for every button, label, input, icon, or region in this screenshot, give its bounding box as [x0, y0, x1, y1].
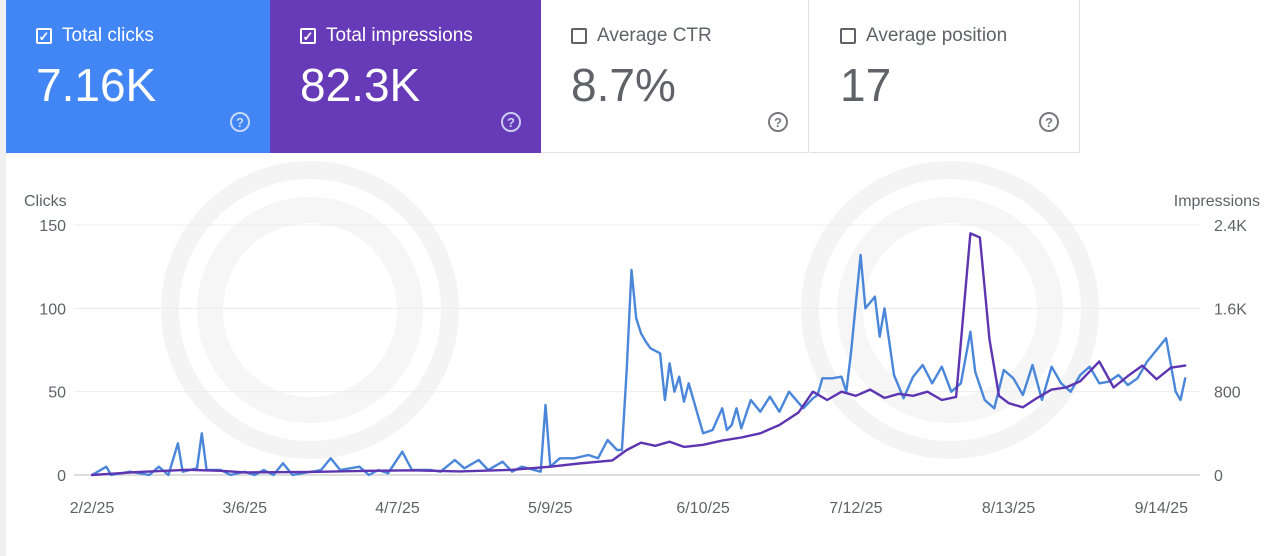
metric-card-total-clicks[interactable]: ✓ Total clicks 7.16K ? [6, 0, 270, 153]
y-tick-left-label: 0 [57, 468, 66, 485]
help-icon[interactable]: ? [501, 112, 521, 132]
y-tick-left-label: 50 [48, 385, 66, 402]
help-icon[interactable]: ? [230, 112, 250, 132]
metric-label: Average position [866, 25, 1008, 46]
help-icon[interactable]: ? [768, 112, 788, 132]
x-tick-label: 4/7/25 [375, 500, 420, 517]
metric-card-average-ctr[interactable]: Average CTR 8.7% ? [541, 0, 809, 153]
checkbox-checked-icon[interactable]: ✓ [36, 28, 52, 44]
metric-value: 82.3K [300, 59, 421, 111]
series-line-impressions [90, 232, 1187, 477]
x-tick-label: 2/2/25 [70, 500, 115, 517]
y-tick-right-label: 800 [1214, 385, 1241, 402]
watermark-logo [161, 161, 1099, 459]
metric-label: Total clicks [62, 25, 154, 46]
metric-value: 17 [840, 59, 892, 111]
checkbox-checked-icon[interactable]: ✓ [300, 28, 316, 44]
y-axis-left-label: Clicks [24, 193, 67, 210]
y-tick-right-label: 2.4K [1214, 218, 1247, 235]
y-tick-right-label: 0 [1214, 468, 1223, 485]
x-tick-label: 9/14/25 [1135, 500, 1188, 517]
metric-card-average-position[interactable]: Average position 17 ? [810, 0, 1080, 153]
x-tick-label: 7/12/25 [829, 500, 882, 517]
x-tick-label: 3/6/25 [223, 500, 268, 517]
x-tick-label: 8/13/25 [982, 500, 1035, 517]
y-axis-right-label: Impressions [1174, 193, 1260, 210]
checkbox-unchecked-icon[interactable] [571, 28, 587, 44]
y-tick-left-label: 100 [39, 301, 66, 318]
x-tick-label: 6/10/25 [676, 500, 729, 517]
metric-label: Average CTR [597, 25, 712, 46]
metric-card-total-impressions[interactable]: ✓ Total impressions 82.3K ? [270, 0, 541, 153]
series-line-clicks [90, 253, 1187, 477]
y-tick-left-label: 150 [39, 218, 66, 235]
metric-value: 8.7% [571, 59, 676, 111]
y-tick-right-label: 1.6K [1214, 301, 1247, 318]
help-icon[interactable]: ? [1039, 112, 1059, 132]
metric-label: Total impressions [326, 25, 473, 46]
checkbox-unchecked-icon[interactable] [840, 28, 856, 44]
metric-value: 7.16K [36, 59, 157, 111]
x-tick-label: 5/9/25 [528, 500, 573, 517]
